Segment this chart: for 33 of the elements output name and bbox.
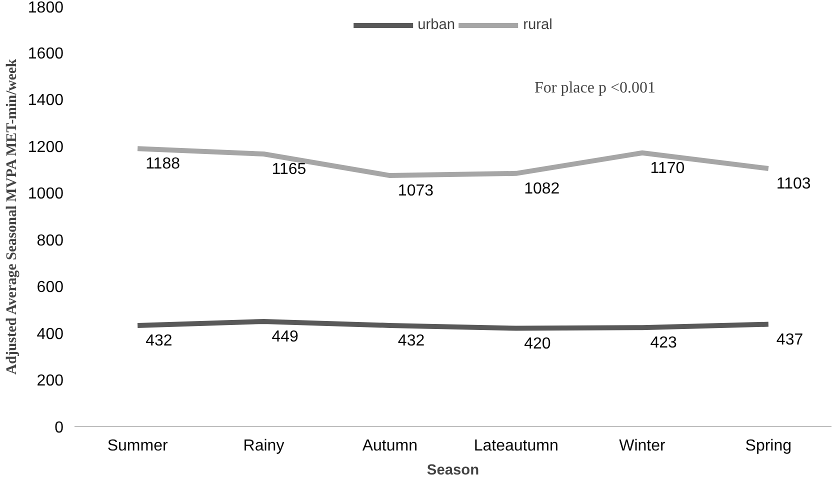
data-label: 1170 [650,160,685,177]
y-tick-label: 1800 [28,0,64,16]
annotation: For place p <0.001 [534,80,656,96]
x-tick-label: Spring [745,438,792,454]
y-tick-label: 0 [54,420,64,436]
y-tick-label: 400 [36,326,64,343]
data-label: 1082 [524,180,560,198]
x-tick-label: Autumn [362,438,418,454]
data-label: 1188 [146,156,180,173]
data-label: 432 [146,332,172,350]
y-tick-label: 1600 [28,45,64,62]
y-tick-label: 1200 [28,138,64,156]
y-tick-label: 800 [36,232,64,250]
data-label: 437 [776,331,804,348]
data-label: 449 [272,328,299,346]
legend-label: rural [523,17,552,33]
x-axis-title: Season [426,462,480,478]
y-tick-label: 600 [36,279,64,296]
data-label: 423 [650,334,678,352]
data-label: 432 [398,332,425,350]
data-label: 1073 [398,182,434,200]
data-label: 1103 [776,176,811,193]
data-label: 420 [524,335,551,352]
x-tick-label: Winter [619,438,666,454]
y-tick-label: 1000 [28,186,64,203]
y-tick-label: 1400 [28,92,64,110]
x-tick-label: Summer [107,438,168,454]
data-label: 1165 [272,161,306,178]
x-tick-label: Lateautumn [474,438,558,454]
legend-label: urban [418,17,456,33]
x-tick-label: Rainy [243,438,284,454]
y-tick-label: 200 [36,372,64,390]
y-axis-title: Adjusted Average Seasonal MVPA MET-min/week [4,58,20,375]
